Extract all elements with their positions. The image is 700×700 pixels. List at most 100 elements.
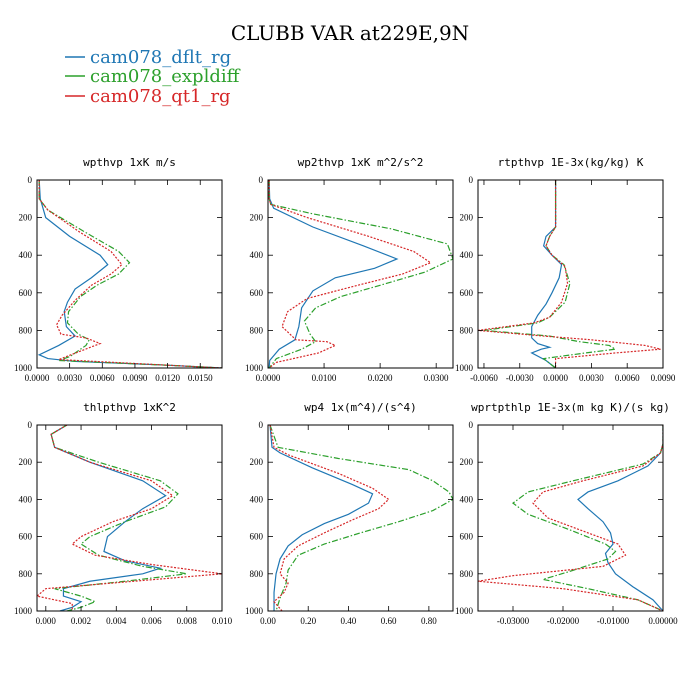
legend-label-dflt: cam078_dflt_rg [90, 47, 231, 68]
y-tick-label: 400 [19, 494, 33, 504]
x-tick-label: -0.0030 [506, 373, 534, 383]
y-tick-label: 200 [250, 457, 264, 467]
y-tick-label: 200 [460, 213, 474, 223]
y-tick-label: 600 [250, 532, 264, 542]
x-tick-label: 0.0000 [543, 373, 568, 383]
y-tick-label: 0 [28, 420, 33, 430]
x-tick-label: 0.0090 [123, 373, 148, 383]
x-tick-label: 0.40 [341, 616, 357, 626]
panel-title: wpthvp 1xK m/s [83, 156, 176, 169]
y-tick-label: 600 [19, 532, 33, 542]
x-tick-label: 0.000 [36, 616, 57, 626]
series-line-dotted [37, 425, 222, 611]
series-line-dotted [38, 180, 222, 368]
series-line-solid [577, 425, 663, 611]
figure-title: CLUBB VAR at229E,9N [231, 21, 469, 45]
x-tick-label: -0.0060 [470, 373, 498, 383]
series-line-dotted [269, 425, 390, 611]
x-tick-label: 0.0030 [57, 373, 82, 383]
x-tick-label: 0.0060 [615, 373, 640, 383]
x-tick-label: 0.002 [71, 616, 91, 626]
x-tick-label: -0.02000 [547, 616, 580, 626]
y-tick-label: 400 [19, 250, 33, 260]
y-tick-label: 400 [460, 250, 474, 260]
y-tick-label: 1000 [14, 363, 33, 373]
y-tick-label: 800 [19, 569, 33, 579]
panel-6: wprtpthlp 1E-3x(m kg K)/(s kg) 0 200 400 600… [455, 401, 678, 626]
plot-frame [267, 424, 454, 612]
plot-frame [36, 179, 223, 369]
y-tick-label: 600 [250, 288, 264, 298]
x-tick-label: 0.0300 [424, 373, 449, 383]
x-tick-label: 0.0060 [90, 373, 115, 383]
plot-frame [267, 179, 454, 369]
y-tick-label: 200 [460, 457, 474, 467]
series-line-solid [269, 425, 374, 611]
legend: cam078_dflt_rg cam078_expldiff cam078_qt… [65, 47, 241, 107]
x-tick-label: 0.0000 [256, 373, 281, 383]
x-tick-label: 0.00 [260, 616, 276, 626]
y-tick-label: 800 [460, 325, 474, 335]
x-tick-label: 0.006 [141, 616, 162, 626]
series-line-solid [268, 180, 399, 368]
panel-title: thlpthvp 1xK^2 [83, 401, 176, 414]
series-line-dashdot [269, 425, 453, 611]
y-tick-label: 400 [460, 494, 474, 504]
y-tick-label: 800 [250, 569, 264, 579]
x-tick-label: 0.0120 [155, 373, 180, 383]
y-tick-label: 200 [19, 457, 33, 467]
y-tick-label: 0 [469, 175, 474, 185]
series-line-dashdot [268, 180, 453, 368]
y-tick-label: 800 [19, 325, 33, 335]
y-tick-label: 1000 [455, 363, 474, 373]
y-tick-label: 200 [19, 213, 33, 223]
y-tick-label: 800 [250, 325, 264, 335]
y-tick-label: 1000 [14, 606, 33, 616]
x-tick-label: 0.0000 [25, 373, 50, 383]
series-line-solid [37, 180, 222, 368]
series-line-dotted [478, 180, 661, 368]
x-tick-label: 0.60 [381, 616, 397, 626]
panel-title: wp2thvp 1xK m^2/s^2 [298, 156, 424, 169]
panel-3: rtpthvp 1E-3x(kg/kg) K02004006008001000-… [455, 156, 676, 383]
x-tick-label: 0.0200 [368, 373, 393, 383]
y-tick-label: 1000 [245, 606, 264, 616]
y-tick-label: 400 [250, 494, 264, 504]
y-tick-label: 600 [460, 288, 474, 298]
y-tick-label: 600 [19, 288, 33, 298]
y-tick-label: 0 [259, 175, 264, 185]
panel-title: rtpthvp 1E-3x(kg/kg) K [498, 156, 644, 169]
series-line-solid [530, 180, 563, 368]
x-tick-label: 0.0150 [188, 373, 213, 383]
plot-frame [477, 179, 664, 369]
panel-title: wprtpthlp 1E-3x(m kg K)/(s kg) [471, 401, 670, 414]
y-tick-label: 0 [469, 420, 474, 430]
x-tick-label: 0.004 [106, 616, 127, 626]
series-line-dashdot [511, 425, 663, 611]
x-tick-label: 0.0090 [651, 373, 676, 383]
x-tick-label: 0.008 [177, 616, 198, 626]
x-tick-label: 0.0100 [312, 373, 337, 383]
y-tick-label: 0 [259, 420, 264, 430]
plot-frame [36, 424, 223, 612]
series-line-dotted [478, 425, 663, 611]
panel-title: wp4 1x(m^4)/(s^4) [304, 401, 417, 414]
y-tick-label: 1000 [245, 363, 264, 373]
x-tick-label: -0.03000 [497, 616, 530, 626]
series-line-dashdot [50, 425, 187, 611]
legend-label-qt1: cam078_qt1_rg [90, 86, 231, 107]
series-line-dotted [268, 180, 432, 368]
plot-frame [477, 424, 664, 612]
panel-2: wp2thvp 1xK m^2/s^2 0 200 400 600 800 10000.00… [245, 156, 454, 383]
legend-label-expldiff: cam078_expldiff [90, 66, 241, 87]
y-tick-label: 0 [28, 175, 33, 185]
y-tick-label: 400 [250, 250, 264, 260]
x-tick-label: 0.0030 [579, 373, 604, 383]
x-tick-label: 0.010 [212, 616, 233, 626]
x-tick-label: 0.00000 [648, 616, 678, 626]
x-tick-label: 0.80 [421, 616, 437, 626]
y-tick-label: 600 [460, 532, 474, 542]
